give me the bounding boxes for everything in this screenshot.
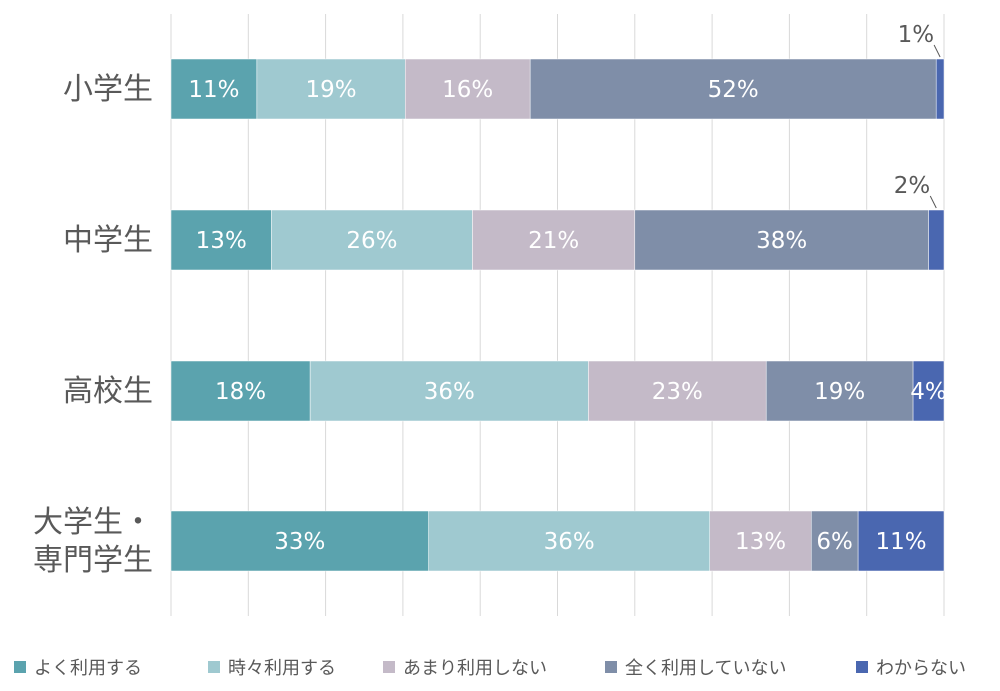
bar-university-often [170, 510, 429, 572]
data-label-elementary-rarely: 16% [442, 77, 493, 103]
bar-elementary-sometimes [256, 58, 406, 120]
bar-junior-high-sometimes [271, 209, 473, 271]
bar-university-never [811, 510, 859, 572]
legend-label-never: 全く利用していない [625, 658, 787, 679]
data-label-junior-high-rarely: 21% [528, 228, 579, 254]
data-label-university-never: 6% [816, 529, 853, 555]
data-label-elementary-unknown: 1% [898, 22, 935, 48]
bar-university-rarely [709, 510, 812, 572]
bar-junior-high-unknown [928, 209, 945, 271]
leader-line-elementary-unknown [933, 44, 941, 58]
bar-elementary-unknown [935, 58, 945, 120]
data-label-university-rarely: 13% [735, 529, 786, 555]
data-label-junior-high-never: 38% [756, 228, 807, 254]
legend-swatch-often [14, 661, 26, 673]
data-label-high-school-unknown: 4% [910, 379, 947, 405]
data-label-high-school-sometimes: 36% [424, 379, 475, 405]
data-label-high-school-rarely: 23% [652, 379, 703, 405]
category-label-junior-high: 中学生 [63, 223, 153, 258]
category-label-high-school: 高校生 [63, 374, 153, 409]
legend-item-never: 全く利用していない [605, 652, 786, 682]
data-label-university-unknown: 11% [875, 529, 926, 555]
legend-item-sometimes: 時々利用する [208, 652, 336, 682]
legend-item-often: よく利用する [14, 652, 142, 682]
legend-label-sometimes: 時々利用する [228, 658, 336, 679]
bar-elementary-never [529, 58, 937, 120]
category-label-elementary: 小学生 [63, 72, 153, 107]
legend-swatch-never [605, 661, 617, 673]
legend-item-rarely: あまり利用しない [383, 652, 547, 682]
bar-university-unknown [857, 510, 945, 572]
data-label-junior-high-often: 13% [196, 228, 247, 254]
legend-swatch-sometimes [208, 661, 220, 673]
data-label-high-school-never: 19% [814, 379, 865, 405]
legend-label-often: よく利用する [34, 658, 142, 679]
data-label-junior-high-unknown: 2% [894, 173, 931, 199]
leader-line-junior-high-unknown [929, 195, 937, 209]
data-label-junior-high-sometimes: 26% [346, 228, 397, 254]
bar-junior-high-often [170, 209, 272, 271]
category-label-university-line-2: 専門学生 [33, 543, 153, 578]
data-label-elementary-sometimes: 19% [306, 77, 357, 103]
legend-swatch-rarely [383, 661, 395, 673]
bar-high-school-never [765, 360, 914, 422]
bar-high-school-sometimes [309, 360, 589, 422]
bar-high-school-unknown [912, 360, 945, 422]
legend-label-unknown: わからない [876, 658, 966, 679]
data-label-elementary-often: 11% [188, 77, 239, 103]
bar-elementary-rarely [404, 58, 531, 120]
legend-label-rarely: あまり利用しない [403, 658, 547, 679]
legend-swatch-unknown [856, 661, 868, 673]
legend-item-unknown: わからない [856, 652, 966, 682]
data-label-university-sometimes: 36% [544, 529, 595, 555]
bar-university-sometimes [428, 510, 711, 572]
bar-elementary-often [170, 58, 258, 120]
data-label-high-school-often: 18% [215, 379, 266, 405]
bar-junior-high-rarely [472, 209, 636, 271]
bar-high-school-often [170, 360, 311, 422]
category-label-university-line-1: 大学生・ [33, 505, 153, 540]
data-label-elementary-never: 52% [708, 77, 759, 103]
data-label-university-often: 33% [274, 529, 325, 555]
bar-high-school-rarely [588, 360, 767, 422]
legend: よく利用する 時々利用する あまり利用しない 全く利用していない わからない [14, 652, 994, 682]
